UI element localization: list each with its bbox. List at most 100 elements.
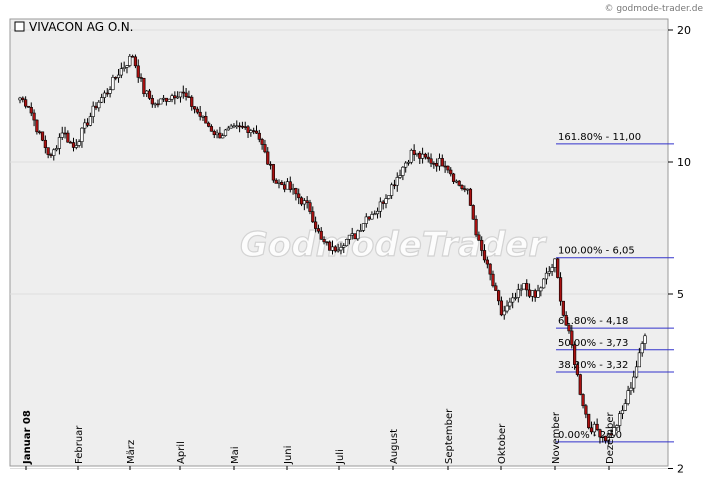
candle-body — [184, 92, 188, 97]
candle-body — [153, 103, 157, 106]
month-label: Mai — [230, 446, 241, 464]
watermark: GodmodeTrader — [240, 225, 547, 265]
candle-body — [390, 184, 394, 196]
candle-body — [212, 130, 216, 136]
candle-body — [474, 218, 478, 236]
candle-body — [446, 165, 450, 171]
candle-body — [361, 223, 366, 231]
candle-body — [285, 181, 290, 190]
candle-body — [511, 297, 515, 303]
y-tick-label: 5 — [677, 288, 684, 301]
month-label: Juli — [335, 449, 346, 465]
candle-body — [66, 132, 70, 143]
candle-body — [505, 305, 509, 312]
candle-body — [415, 152, 419, 155]
candle-body — [218, 132, 222, 139]
candle-body — [375, 210, 380, 215]
candle-body — [643, 335, 647, 344]
candle-body — [632, 376, 636, 389]
candle-body — [409, 149, 413, 163]
candle-body — [192, 106, 197, 110]
candle-body — [508, 301, 512, 307]
candle-body — [195, 108, 199, 113]
month-label: Juni — [283, 446, 294, 465]
candle-body — [381, 201, 385, 204]
candle-body — [556, 258, 560, 278]
candle-body — [308, 202, 312, 212]
candle-body — [606, 433, 611, 442]
candle-body — [437, 158, 442, 167]
candle-body — [232, 125, 236, 128]
candle-body — [311, 211, 315, 223]
candle-body — [221, 135, 225, 139]
candle-body — [527, 289, 532, 297]
candle-body — [494, 285, 498, 291]
candle-body — [457, 180, 461, 186]
candle-body — [530, 290, 534, 297]
candle-body — [485, 259, 489, 265]
candle-body — [54, 148, 59, 151]
candle-body — [339, 247, 343, 251]
plot-area — [9, 18, 669, 467]
candle-body — [420, 153, 425, 159]
candle-body — [384, 198, 388, 204]
candle-body — [322, 238, 326, 243]
candle-body — [21, 97, 25, 100]
candle-body — [398, 175, 402, 178]
candle-body — [305, 200, 309, 203]
candle-body — [367, 216, 371, 220]
candle-body — [69, 141, 73, 144]
candle-body — [223, 129, 228, 136]
candle-body — [215, 132, 219, 136]
fib-label: 161.80% - 11,00 — [558, 132, 641, 143]
candle-body — [325, 241, 329, 244]
candle-body — [370, 214, 374, 220]
candle-body — [578, 374, 582, 395]
candle-body — [297, 193, 301, 199]
chart-title: VIVACON AG O.N. — [29, 20, 133, 34]
candle-body — [454, 180, 458, 183]
candle-body — [418, 152, 422, 159]
candle-body — [561, 300, 565, 316]
candle-body — [35, 119, 39, 133]
candle-body — [128, 55, 132, 66]
candle-body — [440, 158, 444, 167]
candle-body — [513, 297, 518, 299]
candle-body — [412, 149, 416, 155]
candle-body — [547, 271, 551, 274]
candle-body — [274, 179, 278, 184]
candle-body — [378, 201, 382, 212]
candle-body — [471, 205, 475, 220]
candle-body — [57, 137, 62, 149]
candle-body — [316, 228, 321, 232]
candle-body — [271, 164, 275, 181]
candle-body — [283, 184, 287, 190]
y-tick-label: 10 — [677, 156, 691, 169]
candle-body — [108, 89, 112, 94]
candle-body — [567, 324, 571, 332]
candle-body — [268, 163, 273, 166]
candle-body — [77, 141, 81, 146]
month-label: Oktober — [497, 423, 508, 464]
candle-body — [482, 250, 487, 261]
candle-body — [637, 352, 641, 368]
candle-body — [150, 98, 154, 105]
candle-body — [249, 130, 253, 133]
fib-label: 38.20% - 3,32 — [558, 360, 628, 371]
candle-body — [207, 122, 211, 127]
candle-body — [91, 105, 95, 117]
candle-body — [516, 289, 520, 298]
candle-body — [263, 144, 267, 153]
candle-body — [466, 188, 470, 191]
candle-body — [88, 116, 92, 126]
month-label: Februar — [74, 425, 85, 464]
candle-body — [623, 403, 627, 411]
candle-body — [612, 427, 616, 436]
title-checkbox-icon — [14, 21, 25, 32]
candle-body — [451, 173, 456, 182]
candle-body — [161, 97, 166, 100]
candle-body — [319, 230, 323, 240]
candle-body — [49, 154, 53, 156]
candle-body — [373, 213, 377, 216]
month-label: Dezember — [605, 412, 616, 464]
